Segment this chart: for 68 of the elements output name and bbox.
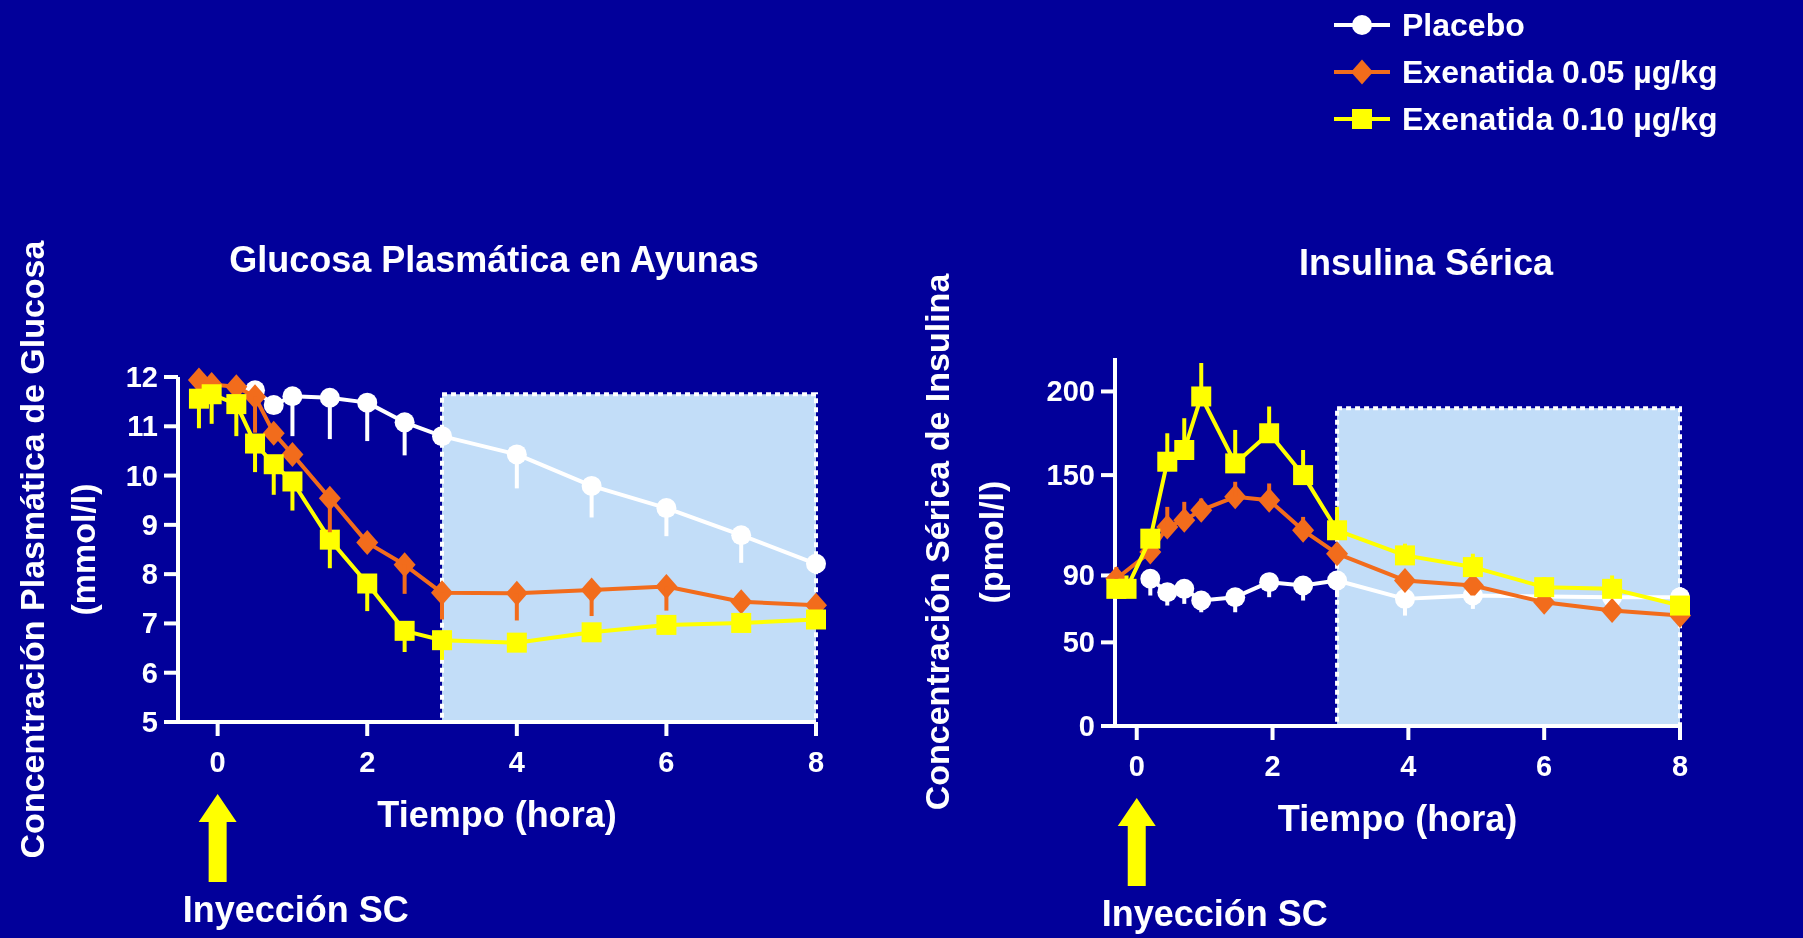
x-tick-label: 0 <box>209 746 226 778</box>
text: Inyección SC <box>1101 893 1328 934</box>
point <box>432 630 453 651</box>
legend-label: Exenatida 0.10 µg/kg <box>1402 101 1718 137</box>
point <box>1393 567 1416 593</box>
point <box>1534 577 1555 598</box>
y-tick-label: 5 <box>141 706 158 738</box>
x-tick-label: 2 <box>359 746 376 778</box>
y-tick-label: 10 <box>125 459 158 492</box>
text: Inyección SC <box>182 889 409 930</box>
y-tick-label: 12 <box>125 361 158 393</box>
x-tick-label: 4 <box>1400 750 1417 782</box>
x-tick-label: 8 <box>1671 750 1689 782</box>
point <box>1116 578 1137 599</box>
point <box>581 622 602 643</box>
x-tick-label: 6 <box>658 746 675 778</box>
point <box>357 573 378 594</box>
x-tick-label: 4 <box>508 746 525 778</box>
x-tick-label: 2 <box>1264 750 1281 782</box>
point <box>1326 541 1349 567</box>
point <box>1191 386 1212 407</box>
point <box>262 420 285 446</box>
x-tick-label: 8 <box>807 746 825 778</box>
x-axis-title: Tiempo (hora) <box>377 794 617 835</box>
chart-title: Insulina Sérica <box>1298 242 1555 283</box>
y-tick-label: 50 <box>1062 626 1095 659</box>
x-tick-label: 6 <box>1536 750 1553 782</box>
point <box>281 441 304 467</box>
y-axis-title: Concentración Plasmática de Glucosa (mmol/l) <box>13 239 102 859</box>
y-tick-label: 6 <box>141 656 158 689</box>
point <box>731 612 752 633</box>
y-tick-label: 11 <box>127 410 158 443</box>
x-axis-title: Tiempo (hora) <box>1277 798 1518 839</box>
point <box>806 609 826 630</box>
legend-label: Exenatida 0.05 µg/kg <box>1402 54 1718 90</box>
y-tick-label: 150 <box>1046 459 1095 492</box>
legend-label: Placebo <box>1402 7 1525 43</box>
point <box>432 426 453 447</box>
point <box>1394 545 1415 566</box>
point <box>1327 520 1348 541</box>
point <box>1259 423 1280 444</box>
point <box>1462 557 1483 578</box>
point <box>282 471 303 492</box>
point <box>1225 453 1246 474</box>
point <box>263 395 284 416</box>
chart-title: Glucosa Plasmática en Ayunas <box>229 239 759 280</box>
point <box>656 614 677 635</box>
point <box>1174 440 1195 460</box>
y-tick-label: 0 <box>1078 710 1095 742</box>
point <box>806 553 826 574</box>
point <box>394 620 415 641</box>
point <box>226 394 247 415</box>
y-tick-label: 7 <box>141 607 158 640</box>
x-tick-label: 0 <box>1128 750 1145 782</box>
point <box>1140 528 1161 549</box>
point <box>1601 598 1624 624</box>
y-axis-title: Concentración Sérica de Insulina (pmol/l) <box>918 272 1010 811</box>
point <box>356 530 379 556</box>
point <box>245 433 266 454</box>
point <box>1670 595 1690 616</box>
point <box>506 632 527 653</box>
point <box>1293 465 1314 486</box>
y-tick-label: 8 <box>141 558 158 591</box>
y-tick-label: 200 <box>1046 375 1095 408</box>
y-tick-label: 90 <box>1062 559 1095 592</box>
point <box>1602 578 1623 599</box>
point <box>201 384 222 405</box>
y-tick-label: 9 <box>141 508 158 541</box>
